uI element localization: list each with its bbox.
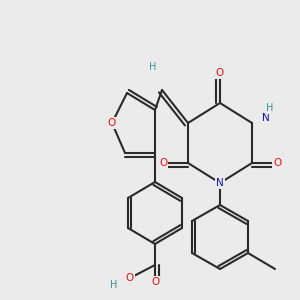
Text: O: O xyxy=(151,277,159,287)
Text: H: H xyxy=(110,280,118,290)
Text: O: O xyxy=(273,158,281,168)
Text: N: N xyxy=(216,178,224,188)
Text: N: N xyxy=(262,112,270,123)
Text: O: O xyxy=(159,158,167,168)
Text: H: H xyxy=(149,62,157,72)
Text: H: H xyxy=(266,103,274,113)
Text: O: O xyxy=(216,68,224,78)
Text: O: O xyxy=(126,273,134,283)
Text: O: O xyxy=(108,118,116,128)
